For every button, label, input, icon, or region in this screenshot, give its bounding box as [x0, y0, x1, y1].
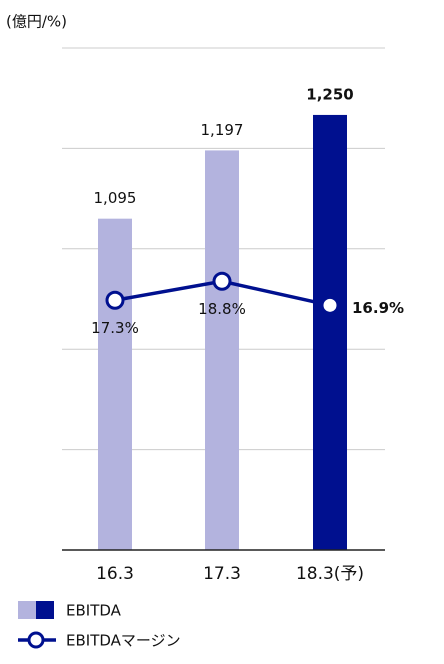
bar [205, 150, 239, 550]
margin-value-label: 16.9% [352, 299, 404, 317]
bar [98, 218, 132, 550]
x-tick-label: 18.3(予) [296, 564, 364, 584]
x-tick-label: 17.3 [203, 564, 241, 584]
margin-value-label: 18.8% [198, 300, 246, 318]
bar [313, 114, 347, 550]
margin-marker [105, 290, 125, 310]
x-tick-label: 16.3 [96, 564, 134, 584]
legend-label: EBITDAマージン [66, 632, 181, 650]
margin-value-label: 17.3% [91, 319, 139, 337]
legend-swatch [18, 601, 36, 619]
legend-label: EBITDA [66, 602, 122, 620]
margin-marker [320, 295, 340, 315]
bar-value-label: 1,095 [94, 189, 137, 207]
legend-marker [27, 631, 45, 649]
margin-marker [212, 271, 232, 291]
bar-value-label: 1,197 [201, 121, 244, 139]
bar-value-label: 1,250 [306, 85, 353, 103]
legend-swatch [36, 601, 54, 619]
unit-label: (億円/%) [6, 13, 67, 31]
